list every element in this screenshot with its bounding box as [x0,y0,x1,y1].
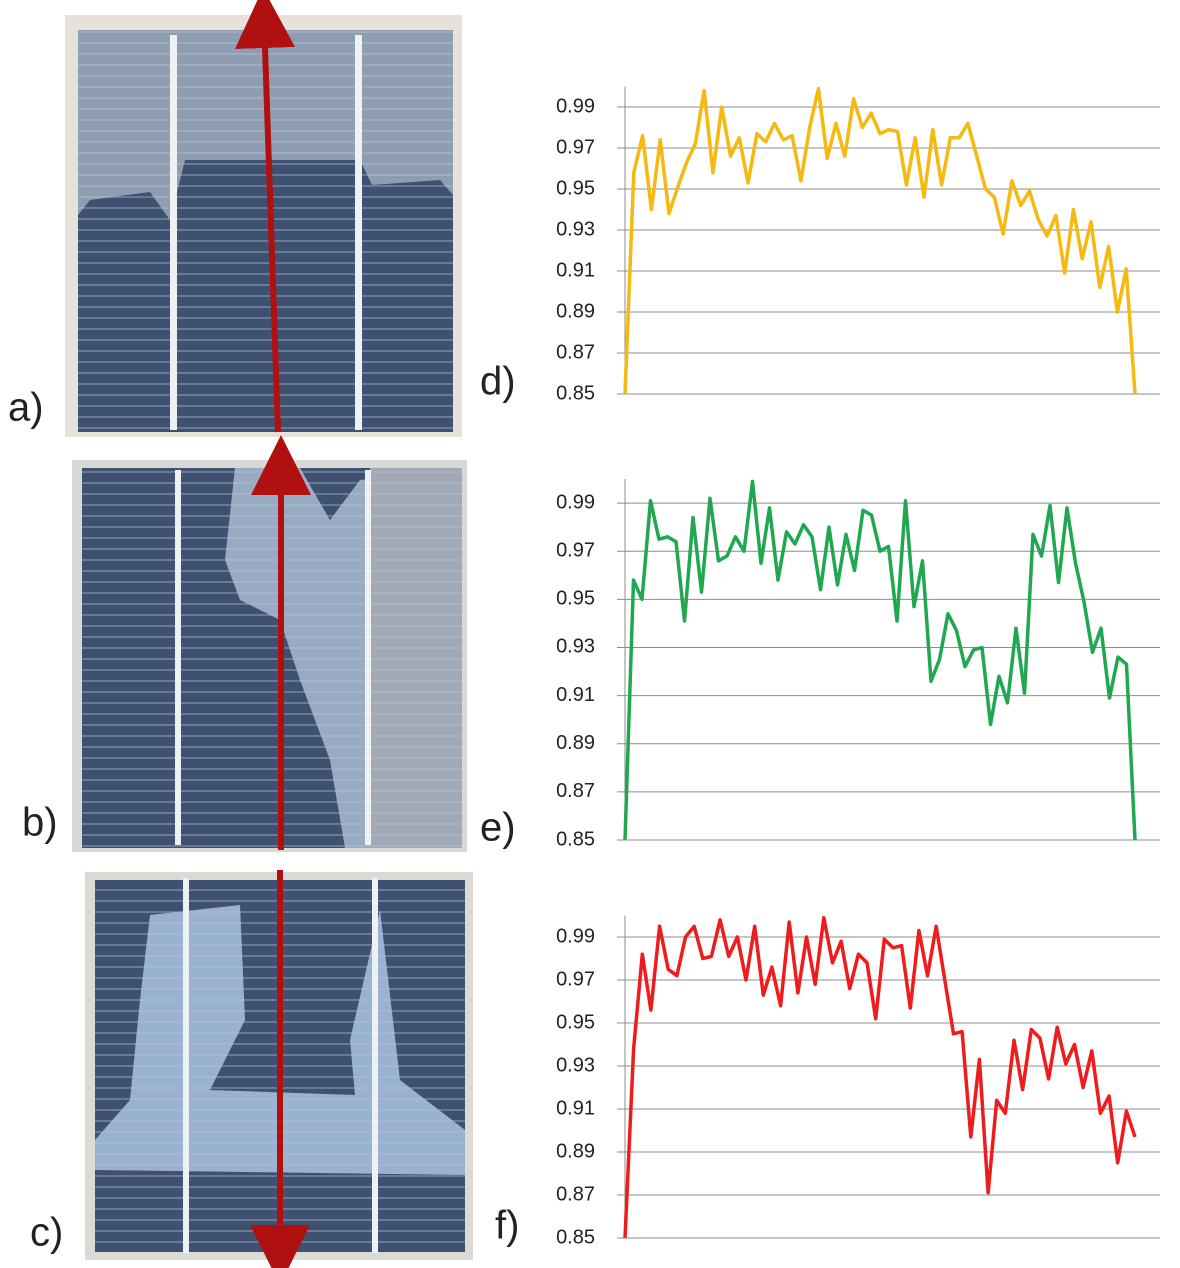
y-tick-label: 0.91 [556,259,595,281]
y-tick-label: 0.85 [556,828,595,850]
y-tick-label: 0.93 [556,218,595,240]
y-tick-label: 0.91 [556,684,595,706]
y-tick-label: 0.93 [556,1054,595,1076]
y-tick-label: 0.91 [556,1097,595,1119]
panel-label: e) [480,806,516,850]
y-tick-label: 0.95 [556,1011,595,1033]
photo-label: b) [22,801,58,845]
photo-b [72,435,467,852]
photo-c [85,870,473,1268]
y-tick-label: 0.85 [556,382,595,404]
panel-label: d) [480,360,516,404]
y-tick-label: 0.87 [556,1183,595,1205]
y-tick-label: 0.89 [556,1140,595,1162]
photo-a [65,0,462,437]
y-tick-label: 0.99 [556,95,595,117]
y-tick-label: 0.95 [556,588,595,610]
photo-label: c) [30,1211,63,1255]
photo-label: a) [8,386,44,430]
data-line [623,86,1137,395]
y-tick-label: 0.97 [556,968,595,990]
y-tick-label: 0.89 [556,732,595,754]
y-tick-label: 0.95 [556,177,595,199]
y-tick-label: 0.97 [556,539,595,561]
y-tick-label: 0.85 [556,1226,595,1248]
y-tick-label: 0.93 [556,636,595,658]
data-line [623,479,1137,841]
y-tick-label: 0.97 [556,136,595,158]
y-tick-label: 0.87 [556,780,595,802]
y-tick-label: 0.99 [556,925,595,947]
data-line [623,915,1137,1239]
y-tick-label: 0.89 [556,300,595,322]
panel-label: f) [495,1204,519,1248]
y-tick-label: 0.99 [556,491,595,513]
y-tick-label: 0.87 [556,341,595,363]
